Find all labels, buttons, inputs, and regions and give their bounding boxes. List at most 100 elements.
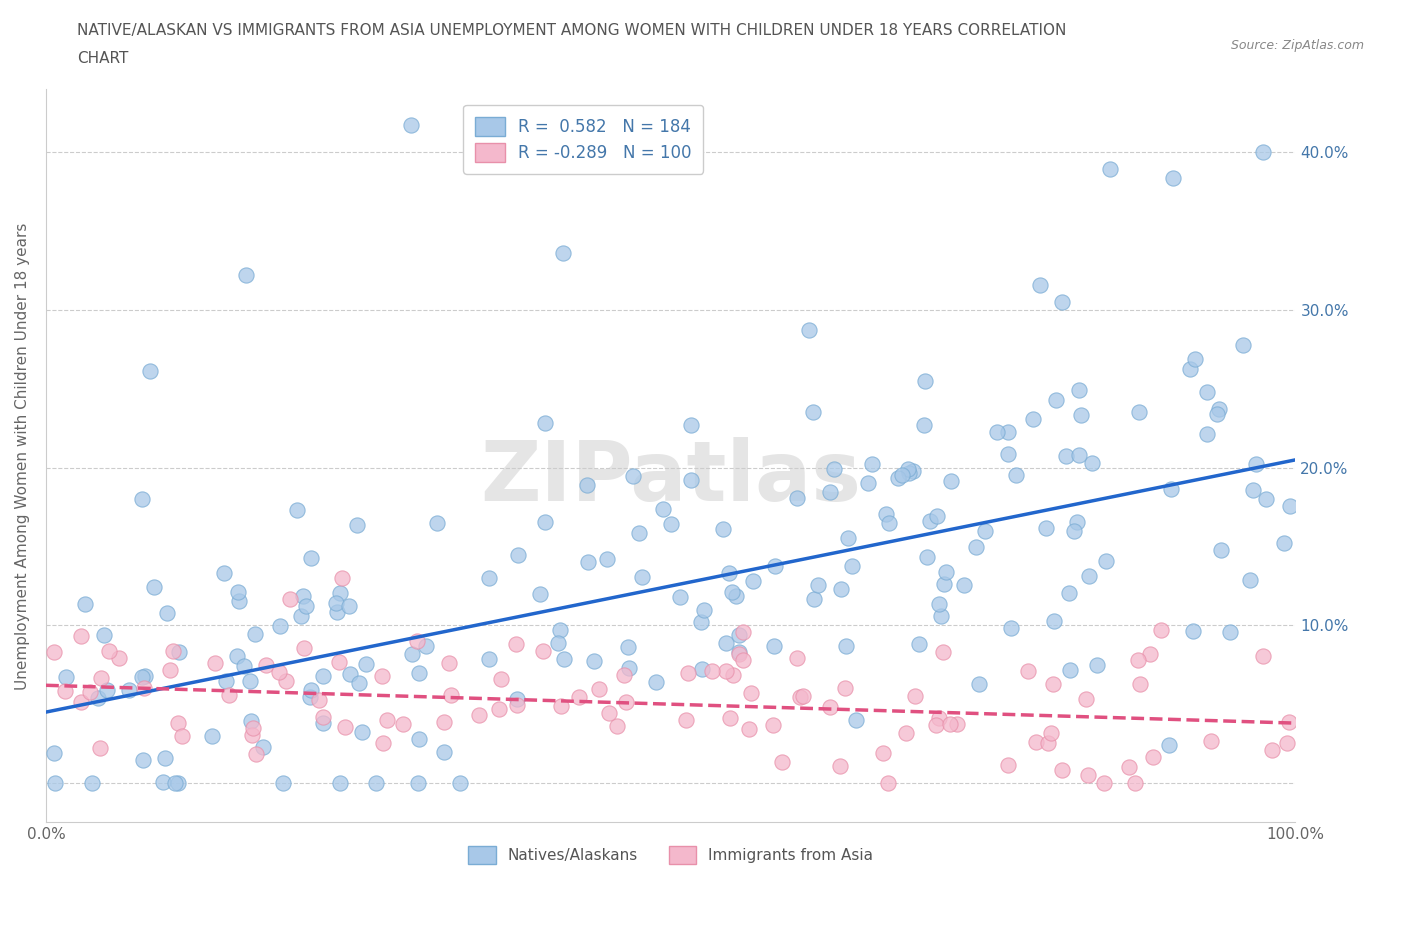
Point	[875, 506, 897, 521]
Point	[1128, 653, 1150, 668]
Point	[118, 683, 141, 698]
Point	[167, 715, 190, 730]
Point	[312, 710, 335, 724]
Point	[738, 722, 761, 737]
Point	[506, 548, 529, 563]
Point	[1043, 614, 1066, 629]
Point	[553, 651, 575, 666]
Point	[166, 776, 188, 790]
Point	[733, 653, 755, 668]
Point	[1184, 352, 1206, 366]
Point	[997, 425, 1019, 440]
Point	[449, 776, 471, 790]
Point	[676, 666, 699, 681]
Point	[733, 625, 755, 640]
Point	[1251, 145, 1274, 160]
Point	[1005, 468, 1028, 483]
Point	[583, 653, 606, 668]
Point	[575, 477, 598, 492]
Point	[1161, 171, 1184, 186]
Point	[108, 651, 131, 666]
Point	[529, 587, 551, 602]
Point	[1081, 456, 1104, 471]
Text: Source: ZipAtlas.com: Source: ZipAtlas.com	[1230, 39, 1364, 52]
Point	[299, 690, 322, 705]
Point	[925, 718, 948, 733]
Point	[233, 659, 256, 674]
Point	[834, 681, 856, 696]
Point	[914, 373, 936, 388]
Point	[550, 623, 572, 638]
Point	[588, 682, 610, 697]
Point	[1244, 457, 1267, 472]
Point	[371, 669, 394, 684]
Point	[679, 473, 702, 488]
Point	[1022, 412, 1045, 427]
Point	[952, 578, 974, 592]
Point	[245, 627, 267, 642]
Point	[1277, 736, 1299, 751]
Point	[350, 724, 373, 739]
Point	[568, 689, 591, 704]
Point	[406, 776, 429, 790]
Text: CHART: CHART	[77, 51, 129, 66]
Point	[295, 599, 318, 614]
Point	[1142, 750, 1164, 764]
Point	[830, 581, 852, 596]
Point	[723, 668, 745, 683]
Point	[312, 716, 335, 731]
Point	[489, 672, 512, 687]
Point	[967, 677, 990, 692]
Point	[1150, 622, 1173, 637]
Point	[132, 753, 155, 768]
Point	[159, 663, 181, 678]
Point	[1232, 338, 1254, 352]
Point	[478, 651, 501, 666]
Text: NATIVE/ALASKAN VS IMMIGRANTS FROM ASIA UNEMPLOYMENT AMONG WOMEN WITH CHILDREN UN: NATIVE/ALASKAN VS IMMIGRANTS FROM ASIA U…	[77, 23, 1067, 38]
Point	[1000, 621, 1022, 636]
Point	[928, 711, 950, 725]
Point	[347, 675, 370, 690]
Point	[997, 446, 1019, 461]
Point	[415, 639, 437, 654]
Point	[1160, 482, 1182, 497]
Point	[770, 755, 793, 770]
Point	[890, 468, 912, 483]
Point	[408, 666, 430, 681]
Point	[240, 714, 263, 729]
Point	[1063, 524, 1085, 538]
Point	[252, 740, 274, 755]
Point	[1178, 362, 1201, 377]
Point	[711, 522, 734, 537]
Point	[1129, 677, 1152, 692]
Point	[717, 565, 740, 580]
Point	[1128, 405, 1150, 419]
Point	[242, 721, 264, 736]
Point	[801, 405, 824, 419]
Point	[1241, 483, 1264, 498]
Point	[550, 698, 572, 713]
Point	[1195, 385, 1218, 400]
Point	[468, 708, 491, 723]
Point	[690, 661, 713, 676]
Point	[740, 686, 762, 701]
Point	[932, 577, 955, 591]
Point	[201, 728, 224, 743]
Point	[613, 668, 636, 683]
Point	[276, 673, 298, 688]
Point	[312, 669, 335, 684]
Point	[668, 590, 690, 604]
Point	[945, 716, 967, 731]
Point	[908, 636, 931, 651]
Point	[872, 745, 894, 760]
Point	[1208, 402, 1230, 417]
Point	[628, 525, 651, 540]
Point	[904, 688, 927, 703]
Point	[1157, 737, 1180, 752]
Point	[333, 720, 356, 735]
Point	[837, 530, 859, 545]
Point	[1205, 406, 1227, 421]
Point	[1239, 573, 1261, 588]
Point	[835, 639, 858, 654]
Point	[93, 628, 115, 643]
